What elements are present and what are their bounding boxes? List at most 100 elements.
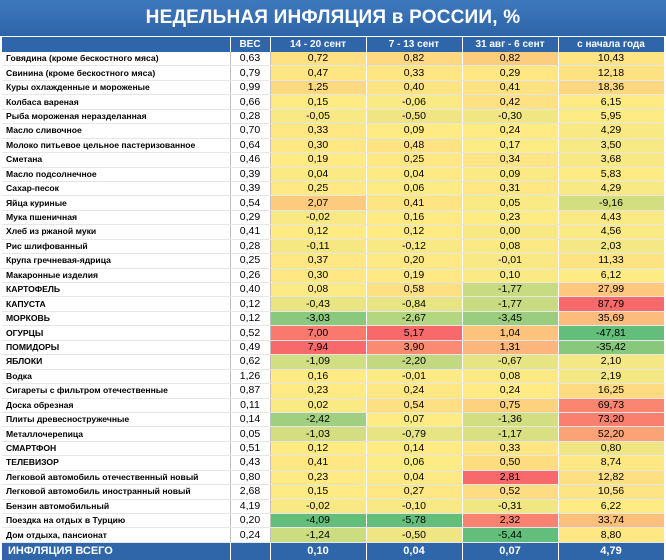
cell-ytd: 12,18 xyxy=(558,65,665,81)
cell-weight: 0,26 xyxy=(230,268,271,284)
row-label: ОГУРЦЫ xyxy=(2,325,231,341)
cell-week-14-20: 0,19 xyxy=(270,152,367,168)
cell-week-7-13: -0,50 xyxy=(366,109,463,125)
cell-week-31-6: -3,45 xyxy=(462,311,559,327)
table-row: Макаронные изделия 0,26 0,30 0,19 0,10 6,12 xyxy=(2,268,665,284)
cell-week-14-20: 0,25 xyxy=(270,181,367,197)
cell-week-7-13: 0,19 xyxy=(366,268,463,284)
cell-week-14-20: 1,25 xyxy=(270,80,367,96)
cell-week-14-20: -4,09 xyxy=(270,512,367,529)
cell-week-14-20: 0,15 xyxy=(270,484,367,500)
cell-ytd: 6,15 xyxy=(558,94,665,110)
cell-week-31-6: 1,04 xyxy=(462,325,559,341)
cell-week-14-20: -1,03 xyxy=(270,426,367,442)
cell-week-31-6: 0,34 xyxy=(462,152,559,168)
table-row: ОГУРЦЫ 0,52 7,00 5,17 1,04 -47,81 xyxy=(2,325,665,341)
cell-weight: 0,80 xyxy=(230,469,271,486)
cell-week-7-13: 0,48 xyxy=(366,138,463,154)
cell-week-14-20: -0,05 xyxy=(270,109,367,125)
cell-week-14-20: 0,16 xyxy=(270,368,367,385)
cell-week-7-13: 0,82 xyxy=(366,52,463,67)
table-row: Сахар-песок 0,39 0,25 0,06 0,31 4,29 xyxy=(2,181,665,197)
cell-weight: 0,39 xyxy=(230,166,271,182)
cell-week-7-13: 0,07 xyxy=(366,412,463,428)
page-title: НЕДЕЛЬНАЯ ИНФЛЯЦИЯ в РОССИИ, % xyxy=(0,0,666,36)
cell-week-31-6: 0,24 xyxy=(462,123,559,139)
row-label: Металлочерепица xyxy=(2,426,231,442)
row-label: Рыба мороженая неразделанная xyxy=(2,109,231,125)
cell-weight: 0,12 xyxy=(230,311,271,327)
cell-week-14-20: -0,11 xyxy=(270,239,367,255)
table-row: КАРТОФЕЛЬ 0,40 0,08 0,58 -1,77 27,99 xyxy=(2,281,665,298)
cell-weight: 0,20 xyxy=(230,512,271,529)
cell-week-31-6: -1,77 xyxy=(462,281,559,298)
cell-week-31-6: 2,81 xyxy=(462,469,559,486)
cell-week-31-6: 0,42 xyxy=(462,94,559,110)
cell-ytd: -35,42 xyxy=(558,340,665,356)
row-label: Плиты древесностружечные xyxy=(2,412,231,428)
cell-week-7-13: 3,90 xyxy=(366,340,463,356)
row-label: Куры охлажденные и мороженые xyxy=(2,80,231,96)
cell-weight: 0,41 xyxy=(230,224,271,240)
cell-ytd: -9,16 xyxy=(558,195,665,211)
cell-week-31-6: -0,31 xyxy=(462,499,559,515)
row-label: Яйца куриные xyxy=(2,195,231,211)
cell-ytd: 6,22 xyxy=(558,499,665,515)
cell-week-7-13: 0,24 xyxy=(366,383,463,399)
cell-week-14-20: -2,42 xyxy=(270,412,367,428)
table-row: КАПУСТА 0,12 -0,43 -0,84 -1,77 87,79 xyxy=(2,296,665,312)
cell-weight: 0,25 xyxy=(230,253,271,269)
table-row: Куры охлажденные и мороженые 0,99 1,25 0,40… xyxy=(2,80,665,96)
total-cell-ytd: 4,79 xyxy=(558,542,665,560)
cell-week-31-6: -0,01 xyxy=(462,253,559,269)
cell-week-7-13: -5,78 xyxy=(366,512,463,529)
cell-week-7-13: -0,12 xyxy=(366,239,463,255)
row-label: Мука пшеничная xyxy=(2,210,231,226)
table-header: ВЕС 14 - 20 сент 7 - 13 сент 31 авг - 6 … xyxy=(2,37,665,52)
cell-week-7-13: -0,10 xyxy=(366,499,463,515)
header-cell-week-7-13: 7 - 13 сент xyxy=(366,37,463,52)
cell-week-31-6: 0,10 xyxy=(462,268,559,284)
cell-weight: 0,24 xyxy=(230,527,271,543)
cell-week-7-13: 0,40 xyxy=(366,80,463,96)
cell-week-31-6: 0,50 xyxy=(462,455,559,471)
cell-week-14-20: 0,37 xyxy=(270,253,367,269)
cell-week-14-20: -1,24 xyxy=(270,527,367,543)
cell-week-31-6: 0,52 xyxy=(462,484,559,500)
table-row: Масло подсолнечное 0,39 0,04 0,04 0,09 5,83 xyxy=(2,166,665,182)
cell-ytd: 35,69 xyxy=(558,311,665,327)
cell-weight: 0,43 xyxy=(230,455,271,471)
cell-ytd: 16,25 xyxy=(558,383,665,399)
table-row: Свинина (кроме бескостного мяса) 0,79 0,47… xyxy=(2,65,665,81)
table-row: МОРКОВЬ 0,12 -3,03 -2,67 -3,45 35,69 xyxy=(2,311,665,327)
cell-ytd: 4,29 xyxy=(558,123,665,139)
cell-weight: 0,28 xyxy=(230,239,271,255)
table-row: Легковой автомобиль отечественный новый 0… xyxy=(2,469,665,486)
cell-weight: 0,64 xyxy=(230,138,271,154)
table-row: Сметана 0,46 0,19 0,25 0,34 3,68 xyxy=(2,152,665,168)
cell-week-14-20: 0,23 xyxy=(270,469,367,486)
header-cell-week-31-6: 31 авг - 6 сент xyxy=(462,37,559,52)
cell-weight: 0,66 xyxy=(230,94,271,110)
row-label: Сигареты с фильтром отечественные xyxy=(2,383,231,399)
cell-week-14-20: 0,04 xyxy=(270,166,367,182)
row-label: Масло сливочное xyxy=(2,123,231,139)
cell-weight: 0,49 xyxy=(230,340,271,356)
cell-week-31-6: -1,17 xyxy=(462,426,559,442)
table-row: ЯБЛОКИ 0,62 -1,09 -2,20 -0,67 2,10 xyxy=(2,354,665,370)
table-row: Яйца куриные 0,54 2,07 0,41 0,05 -9,16 xyxy=(2,195,665,211)
cell-week-31-6: -0,30 xyxy=(462,109,559,125)
cell-weight: 0,12 xyxy=(230,296,271,312)
cell-weight: 0,70 xyxy=(230,123,271,139)
cell-ytd: 2,03 xyxy=(558,239,665,255)
table-row: Легковой автомобиль иностранный новый 2,6… xyxy=(2,484,665,500)
cell-ytd: 27,99 xyxy=(558,281,665,298)
cell-week-14-20: -0,02 xyxy=(270,499,367,515)
cell-ytd: 18,36 xyxy=(558,80,665,96)
cell-ytd: 12,82 xyxy=(558,469,665,486)
cell-week-31-6: -1,36 xyxy=(462,412,559,428)
cell-ytd: 5,83 xyxy=(558,166,665,182)
header-cell-ytd: с начала года xyxy=(558,37,665,52)
cell-week-7-13: 0,06 xyxy=(366,181,463,197)
